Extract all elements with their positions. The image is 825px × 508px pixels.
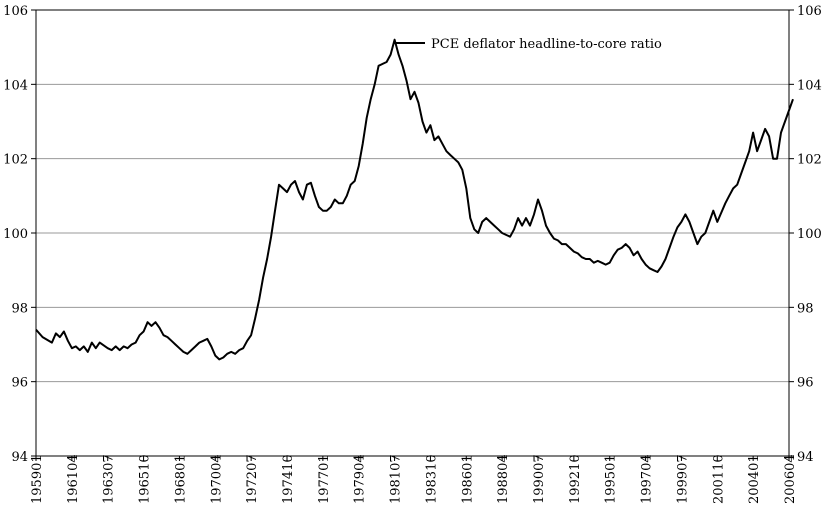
y-tick-label-right: 100 [797,227,822,242]
x-tick-label: 198107 [389,454,404,504]
y-tick-label-left: 96 [11,376,28,391]
y-tick-label-left: 98 [11,301,28,316]
x-tick-label: 196307 [102,454,117,504]
y-tick-label-right: 104 [797,78,822,93]
x-tick-label: 198804 [496,454,511,504]
axis-ticks [31,9,794,461]
x-tick-label: 197410 [281,454,296,504]
x-tick-label: 199704 [640,454,655,504]
y-tick-label-right: 98 [797,301,814,316]
y-tick-label-right: 96 [797,376,814,391]
y-tick-label-left: 102 [3,153,28,168]
x-tick-label: 197701 [317,454,332,504]
x-tick-label: 200401 [747,454,762,504]
y-tick-label-left: 94 [11,450,28,465]
legend: PCE deflator headline-to-core ratio [396,37,662,52]
x-tick-label: 200604 [783,454,798,504]
y-tick-label-right: 94 [797,450,814,465]
x-tick-label: 197904 [353,454,368,504]
y-tick-label-right: 102 [797,153,822,168]
x-tick-label: 198310 [424,454,439,504]
gridlines [36,83,789,383]
y-tick-label-left: 100 [3,227,28,242]
x-tick-label: 195901 [30,454,45,504]
right-y-axis-labels: 94 96 98 100 102 104 106 [797,4,822,465]
left-y-axis-labels: 94 96 98 100 102 104 106 [3,4,28,465]
x-tick-label: 196510 [138,454,153,504]
y-tick-label-left: 106 [3,4,28,19]
series-group [35,38,794,361]
x-tick-label: 199907 [675,454,690,504]
x-tick-label: 199501 [604,454,619,504]
series-line [35,38,794,361]
x-tick-label: 196104 [66,454,81,504]
x-tick-label: 196801 [173,454,188,504]
x-tick-label: 199210 [568,454,583,504]
x-tick-label: 197004 [209,454,224,504]
y-tick-label-right: 106 [797,4,822,19]
legend-label: PCE deflator headline-to-core ratio [431,37,662,52]
x-tick-label: 199007 [532,454,547,504]
x-axis-labels: 195901 196104 196307 196510 196801 197004 1972… [30,454,798,504]
x-tick-label: 197207 [245,454,260,504]
y-tick-label-left: 104 [3,78,28,93]
x-tick-label: 200110 [711,454,726,504]
x-tick-label: 198601 [460,454,475,504]
